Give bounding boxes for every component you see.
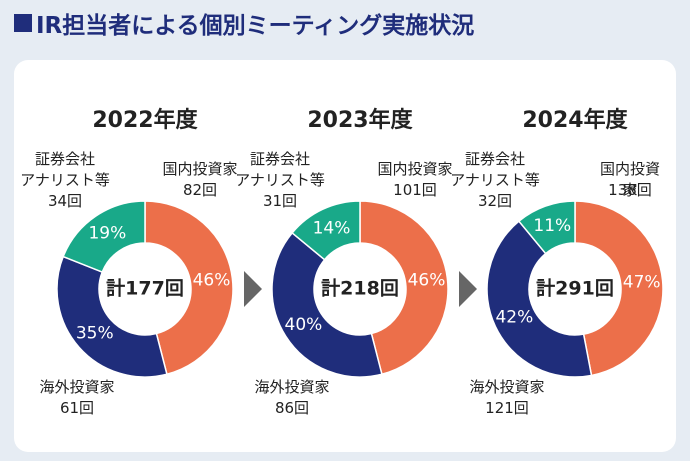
value-label: 40% <box>285 315 323 335</box>
count-label: 34回 <box>47 192 83 210</box>
value-label: 19% <box>88 224 126 244</box>
arrow <box>459 271 477 307</box>
total-label: 計177回 <box>106 277 184 300</box>
donut-segment <box>486 220 593 378</box>
category-label: 証券会社 アナリスト等 <box>235 150 325 189</box>
arrow <box>244 271 262 307</box>
donut-segment <box>144 200 234 376</box>
category-label: 海外投資家 <box>254 378 330 396</box>
total-label: 計291回 <box>536 277 614 300</box>
donut-segment <box>359 200 449 376</box>
value-label: 46% <box>408 271 446 291</box>
chart-title: 2022年度 <box>92 107 198 133</box>
total-label: 計218回 <box>321 277 399 300</box>
category-label: 国内投資家 <box>377 160 453 178</box>
count-label: 61回 <box>59 399 95 417</box>
page-title: IR担当者による個別ミーティング実施状況 <box>36 13 475 39</box>
count-label: 138回 <box>608 181 652 199</box>
category-label: 海外投資家 <box>39 378 115 396</box>
category-label: 国内投資家 <box>162 160 238 178</box>
value-label: 47% <box>623 273 661 293</box>
category-label: 海外投資家 <box>469 378 545 396</box>
category-label: 証券会社 アナリスト等 <box>20 150 110 189</box>
value-label: 35% <box>76 323 114 343</box>
category-label: 国内投資家 <box>600 160 661 199</box>
value-label: 42% <box>495 308 533 328</box>
title-marker <box>14 14 32 32</box>
count-label: 121回 <box>485 399 529 417</box>
page-title-wrap: IR担当者による個別ミーティング実施状況 <box>14 6 474 40</box>
value-label: 14% <box>313 218 351 238</box>
donut-segment <box>574 200 664 377</box>
value-label: 46% <box>193 271 231 291</box>
donut-segment <box>62 200 146 274</box>
donut-segment <box>291 200 361 261</box>
count-label: 82回 <box>182 181 218 199</box>
count-label: 86回 <box>274 399 310 417</box>
donut-segment <box>271 231 383 378</box>
category-label: 証券会社 アナリスト等 <box>450 150 540 189</box>
count-label: 32回 <box>477 192 513 210</box>
count-label: 101回 <box>393 181 437 199</box>
donut-segment <box>56 255 168 378</box>
chart-title: 2024年度 <box>522 107 628 133</box>
value-label: 11% <box>533 216 571 236</box>
count-label: 31回 <box>262 192 298 210</box>
donut-segment <box>517 200 576 255</box>
chart-title: 2023年度 <box>307 107 413 133</box>
